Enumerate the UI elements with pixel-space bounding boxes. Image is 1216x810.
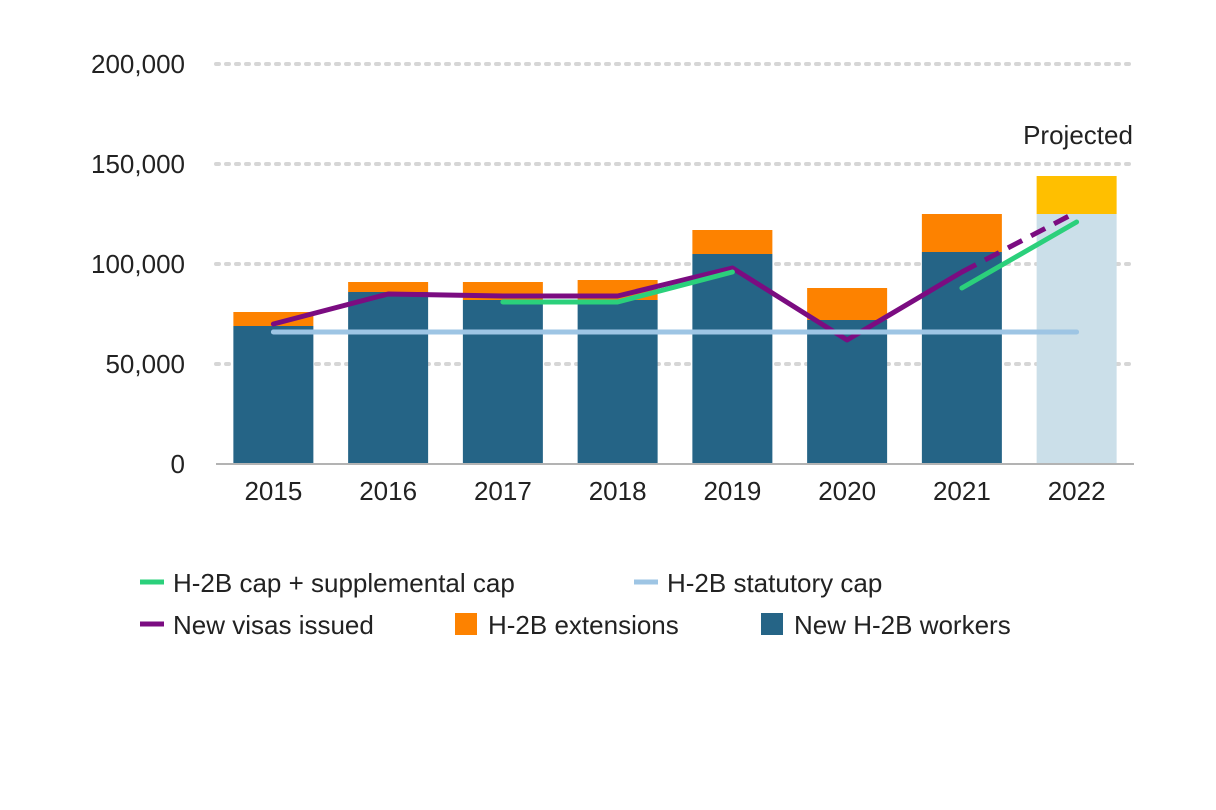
bar-h-2b-extensions-2019 — [692, 230, 773, 254]
projected-annotation: Projected — [1023, 120, 1133, 150]
bar-h-2b-extensions-2016 — [348, 282, 429, 292]
bar-new-h-2b-workers-2016 — [348, 292, 429, 464]
bar-new-h-2b-workers-2018 — [577, 300, 658, 464]
legend-label-new-visas-issued: New visas issued — [173, 610, 374, 640]
y-tick-label: 100,000 — [91, 249, 185, 279]
bar-new-h-2b-workers-2021 — [921, 252, 1002, 464]
legend-label-h-2b-cap-supplemental-cap: H-2B cap + supplemental cap — [173, 568, 515, 598]
legend-swatch-h-2b-extensions — [455, 613, 477, 635]
x-tick-label: 2017 — [474, 476, 532, 506]
y-tick-label: 200,000 — [91, 49, 185, 79]
legend-label-h-2b-statutory-cap: H-2B statutory cap — [667, 568, 882, 598]
bar-new-h-2b-workers-2019 — [692, 254, 773, 464]
y-tick-label: 0 — [171, 449, 185, 479]
legend-label-new-h-2b-workers: New H-2B workers — [794, 610, 1011, 640]
x-tick-label: 2018 — [589, 476, 647, 506]
x-tick-label: 2019 — [703, 476, 761, 506]
x-tick-label: 2020 — [818, 476, 876, 506]
line-h-2b-cap-supplemental-cap — [959, 219, 1080, 291]
bar-new-h-2b-workers-2017 — [462, 300, 543, 464]
x-tick-label: 2015 — [244, 476, 302, 506]
legend-swatch-new-h-2b-workers — [761, 613, 783, 635]
x-tick-label: 2022 — [1048, 476, 1106, 506]
series-lines — [270, 209, 1080, 343]
y-tick-label: 50,000 — [105, 349, 185, 379]
line-h-2b-cap-supplemental-cap — [500, 269, 735, 305]
line-new-visas-issued-projected — [960, 209, 1078, 275]
bar-new-h-2b-workers-2015 — [233, 326, 314, 464]
x-tick-label: 2021 — [933, 476, 991, 506]
bar-new-h-2b-workers-2020 — [807, 320, 888, 464]
line-new-visas-issued — [270, 265, 965, 343]
legend-label-h-2b-extensions: H-2B extensions — [488, 610, 679, 640]
x-tick-label: 2016 — [359, 476, 417, 506]
legend: H-2B cap + supplemental cap H-2B statutor… — [140, 568, 1011, 640]
bar-new-h-2b-workers-2022 — [1036, 214, 1117, 464]
bars — [233, 176, 1117, 464]
axes: 0 50,000 100,000 150,000 200,000 2015 2016 2017… — [91, 49, 1134, 506]
y-tick-label: 150,000 — [91, 149, 185, 179]
bar-h-2b-extensions-2022 — [1036, 176, 1117, 214]
bar-h-2b-extensions-2020 — [807, 288, 888, 320]
bar-h-2b-extensions-2015 — [233, 312, 314, 326]
bar-h-2b-extensions-2021 — [921, 214, 1002, 252]
